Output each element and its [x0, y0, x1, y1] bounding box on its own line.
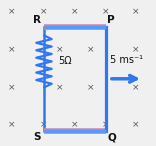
Text: ×: ×: [102, 8, 110, 17]
Text: P: P: [107, 15, 115, 25]
Text: ×: ×: [8, 121, 15, 130]
Text: ×: ×: [132, 8, 139, 17]
Text: ×: ×: [56, 45, 63, 54]
Text: ×: ×: [102, 121, 110, 130]
Text: 5Ω: 5Ω: [58, 57, 71, 66]
Text: ×: ×: [40, 8, 48, 17]
Text: R: R: [33, 15, 41, 25]
Text: Q: Q: [107, 132, 116, 142]
Text: ×: ×: [132, 121, 139, 130]
Text: ×: ×: [87, 83, 94, 92]
Text: 5 ms⁻¹: 5 ms⁻¹: [110, 55, 144, 65]
Text: ×: ×: [8, 83, 15, 92]
Text: ×: ×: [56, 83, 63, 92]
Text: ×: ×: [71, 8, 79, 17]
Text: ×: ×: [8, 8, 15, 17]
Text: ×: ×: [132, 45, 139, 54]
Text: ×: ×: [87, 45, 94, 54]
Text: S: S: [33, 132, 41, 142]
Text: ×: ×: [71, 121, 79, 130]
Text: ×: ×: [8, 45, 15, 54]
Text: ×: ×: [132, 83, 139, 92]
Text: ×: ×: [40, 121, 48, 130]
